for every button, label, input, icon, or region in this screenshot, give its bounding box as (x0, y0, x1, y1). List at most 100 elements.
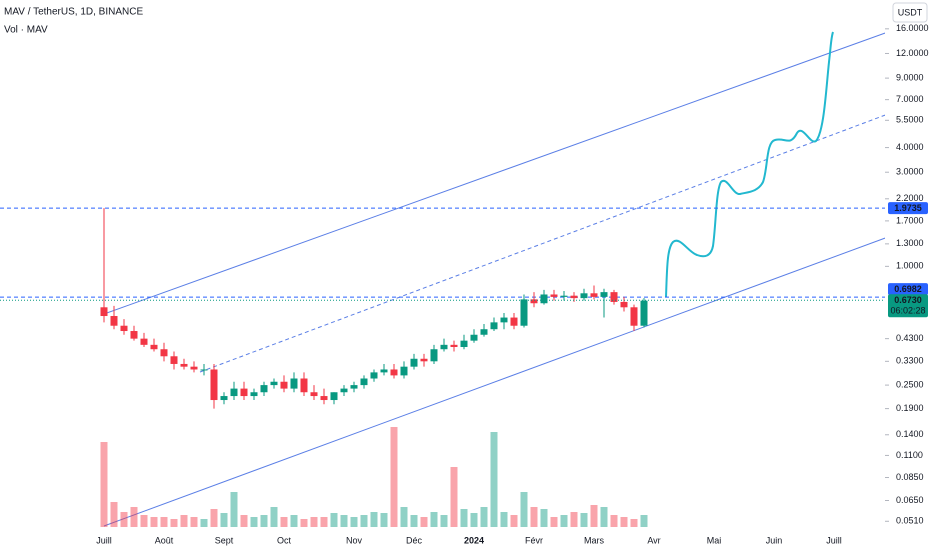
x-tick-label: 2024 (464, 535, 484, 545)
volume-bar (390, 427, 398, 527)
drawings (103, 31, 889, 527)
volume-bar (640, 515, 648, 527)
candle-body (600, 292, 608, 297)
candle-body (420, 358, 428, 362)
volume-bar (520, 492, 528, 527)
candle-body (510, 317, 518, 326)
candle-body (490, 322, 498, 330)
currency-label[interactable]: USDT (898, 7, 923, 17)
volume-bar (160, 517, 168, 527)
x-tick-label: Oct (277, 535, 292, 545)
x-tick-label: Déc (406, 535, 423, 545)
volume-bar (260, 515, 268, 527)
volume-bar (510, 515, 518, 527)
y-tick-label: 0.1400 (896, 429, 924, 439)
candle-body (450, 344, 458, 348)
volume-bar (410, 515, 418, 527)
volume-bar (500, 512, 508, 527)
candle-body (500, 317, 508, 323)
symbol-title: MAV / TetherUS, 1D, BINANCE (4, 7, 143, 18)
volume-bar (100, 442, 108, 527)
y-tick-label: 0.0650 (896, 495, 924, 505)
volume-bar (330, 513, 338, 527)
volume-bar (620, 517, 628, 527)
volume-bar (440, 515, 448, 527)
volume-bar (550, 517, 558, 527)
y-tick-label: 5.5000 (896, 115, 924, 125)
volume-bar (540, 509, 548, 527)
y-tick-label: 0.0850 (896, 472, 924, 482)
price-line-tag (888, 283, 928, 296)
y-tick-label: 0.1900 (896, 403, 924, 413)
volume-bar (400, 507, 408, 527)
volume-bar (230, 492, 238, 527)
candle-body (570, 295, 578, 299)
volume-bar (140, 515, 148, 527)
candle-body (170, 356, 178, 364)
y-tick-label: 1.3000 (896, 238, 924, 248)
candle-body (100, 307, 108, 317)
candle-body (130, 331, 138, 339)
candle-body (270, 381, 278, 386)
y-tick-label: 12.0000 (896, 48, 929, 58)
candle-body (140, 338, 148, 345)
candle-body (640, 300, 648, 326)
last-price-tag (888, 294, 928, 318)
candle-body (300, 378, 308, 393)
volume-bar (360, 515, 368, 527)
price-axis-panel (885, 0, 932, 550)
candle-body (230, 388, 238, 397)
x-tick-label: Avr (647, 535, 660, 545)
y-tick-label: 2.2000 (896, 193, 924, 203)
y-tick-label: 0.1100 (896, 450, 923, 460)
volume-bar (320, 517, 328, 527)
volume-bar (630, 519, 638, 527)
plot-area (0, 207, 885, 527)
candle-body (470, 334, 478, 341)
candle-body (620, 301, 628, 308)
candle-body (310, 392, 318, 397)
candle-body (380, 369, 388, 373)
currency-button[interactable] (892, 2, 928, 23)
volume-bar (460, 509, 468, 527)
price-axis: 16.0000 12.0000 9.0000 7.0000 5.5000 4.0000 3.… (885, 23, 929, 526)
volume-bar (200, 519, 208, 527)
volume-bar (470, 513, 478, 527)
volume-bar (350, 517, 358, 527)
volume-bar (180, 515, 188, 527)
volume-bar (190, 517, 198, 527)
candle-body (610, 292, 618, 302)
price-line-label: 0.6982 (894, 284, 922, 294)
candle-body (390, 369, 398, 376)
volume-bar (130, 507, 138, 527)
volume-bar (570, 512, 578, 527)
volume-bar (420, 517, 428, 527)
x-tick-label: Nov (346, 535, 363, 545)
x-tick-label: Juill (826, 535, 842, 545)
volume-bar (370, 512, 378, 527)
volume-bar (150, 517, 158, 527)
projection-path (665, 31, 834, 298)
x-tick-label: Mars (584, 535, 604, 545)
candle-body (330, 392, 338, 401)
y-tick-label: 0.0510 (896, 516, 924, 526)
candle-body (210, 369, 218, 401)
candle-body (120, 325, 128, 332)
candle-body (110, 316, 118, 326)
candle-body (190, 366, 198, 370)
candle-body (370, 372, 378, 379)
volume-bar (300, 519, 308, 527)
volume-bar (610, 515, 618, 527)
volume-bar (240, 515, 248, 527)
y-tick-label: 1.0000 (896, 261, 924, 271)
candle-body (290, 378, 298, 389)
candle-body (540, 294, 548, 304)
volume-bar (310, 517, 318, 527)
x-tick-label: Févr (525, 535, 543, 545)
candle-body (320, 396, 328, 401)
candle-body (520, 299, 528, 326)
x-tick-label: Juin (766, 535, 783, 545)
candle-body (560, 295, 568, 297)
